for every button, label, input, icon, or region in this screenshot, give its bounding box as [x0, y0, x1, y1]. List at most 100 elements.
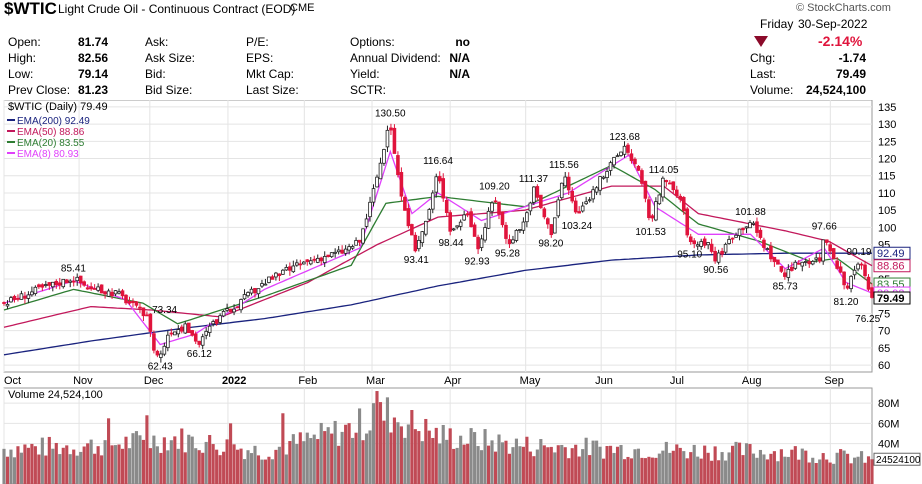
volume-bar — [762, 454, 766, 484]
legend-label: EMA(200) 92.49 — [17, 116, 90, 127]
volume-bar — [337, 445, 341, 484]
candle-body — [235, 306, 240, 309]
volume-bar — [793, 446, 797, 484]
quote-value: -1.74 — [838, 51, 866, 65]
y-tick-label: 135 — [878, 102, 896, 114]
candle-body — [486, 210, 491, 229]
volume-bar — [358, 408, 362, 484]
volume-bar — [413, 429, 417, 484]
volume-bar — [187, 434, 191, 484]
volume-bar — [497, 434, 501, 484]
ema200-line — [3, 252, 872, 356]
y-tick-label: 130 — [878, 119, 896, 131]
volume-bar — [30, 443, 34, 484]
volume-bar — [201, 452, 205, 484]
price-volume-chart: 6065707580859095100105110115120125130135… — [2, 100, 921, 484]
volume-bar — [615, 446, 620, 484]
candle-body — [211, 321, 215, 325]
volume-bar — [434, 427, 438, 484]
volume-bar — [751, 453, 756, 484]
candle-body — [288, 266, 292, 271]
candle-body — [420, 231, 425, 244]
volume-bar — [814, 463, 818, 484]
candle-body — [389, 127, 393, 131]
candle-body — [476, 236, 480, 250]
peak-annotation: 101.88 — [735, 207, 766, 218]
candle-body — [842, 271, 846, 286]
candle-body — [159, 353, 163, 358]
quote-label: Options: — [350, 35, 395, 49]
volume-bar — [870, 459, 874, 484]
chart-title: $WTIC (Daily) 79.49 — [8, 101, 108, 113]
candle-body — [772, 256, 777, 263]
candle-body — [71, 280, 76, 283]
candle-body — [399, 172, 404, 197]
volume-bar — [263, 459, 268, 484]
volume-bar — [103, 440, 107, 484]
volume-bar — [710, 460, 714, 484]
peak-annotation: 115.56 — [549, 160, 579, 171]
volume-bar — [330, 433, 334, 484]
volume-bar — [113, 445, 118, 484]
candle-body — [263, 283, 268, 286]
volume-bar — [730, 445, 735, 484]
candle-body — [803, 261, 808, 263]
volume-bar — [371, 403, 376, 484]
candle-body — [695, 244, 700, 247]
candle-body — [357, 239, 362, 243]
ema20-line — [3, 164, 873, 325]
volume-bar — [385, 397, 390, 484]
candle-body — [246, 292, 250, 297]
volume-bar — [19, 452, 23, 484]
price-tag — [873, 259, 911, 273]
volume-bar — [779, 449, 783, 484]
volume-bar — [375, 391, 379, 484]
volume-bar — [650, 457, 654, 484]
volume-bar — [727, 452, 731, 484]
peak-annotation: 85.41 — [61, 264, 86, 275]
quote-label: Ask: — [145, 35, 169, 49]
volume-tick-label: 40M — [878, 439, 899, 451]
volume-bar — [68, 454, 72, 484]
volume-bar — [47, 436, 51, 484]
volume-bar — [382, 420, 386, 484]
volume-bar — [549, 446, 553, 484]
quote-label: EPS: — [246, 51, 274, 65]
candle-body — [856, 263, 860, 270]
legend-label: EMA(20) 83.55 — [17, 138, 85, 149]
candle-body — [117, 291, 121, 294]
volume-bar — [521, 446, 525, 484]
candle-body — [403, 196, 407, 211]
candle-body — [570, 191, 574, 202]
x-tick-label: Aug — [742, 375, 762, 387]
volume-bar — [389, 432, 393, 484]
volume-bar — [51, 448, 55, 484]
candle-body — [120, 290, 125, 297]
candle-body — [37, 284, 41, 288]
volume-bar — [682, 451, 686, 484]
candle-body — [326, 254, 330, 257]
peak-annotation: 90.19 — [846, 247, 871, 258]
peak-annotation: 90.56 — [703, 265, 728, 276]
volume-bar — [424, 418, 428, 484]
candle-body — [601, 176, 606, 179]
candle-body — [852, 269, 857, 276]
volume-bar — [173, 436, 177, 484]
volume-bar — [717, 460, 721, 484]
quote-label: Annual Dividend: — [350, 51, 441, 65]
volume-bar — [668, 452, 672, 484]
candle-body — [197, 340, 202, 345]
x-tick-label: 2022 — [222, 375, 246, 387]
quote-label: Mkt Cap: — [246, 67, 295, 81]
volume-bar — [79, 451, 83, 484]
candle-body — [577, 211, 581, 214]
volume-tag-label: 24524100 — [876, 455, 921, 466]
volume-bar — [162, 437, 166, 484]
candle-body — [145, 314, 149, 317]
volume-bar — [581, 449, 585, 484]
volume-bar — [361, 440, 365, 484]
volume-bar — [469, 428, 473, 484]
symbol: $WTIC — [4, 0, 57, 18]
volume-bar — [853, 457, 857, 484]
volume-bar — [828, 462, 832, 484]
